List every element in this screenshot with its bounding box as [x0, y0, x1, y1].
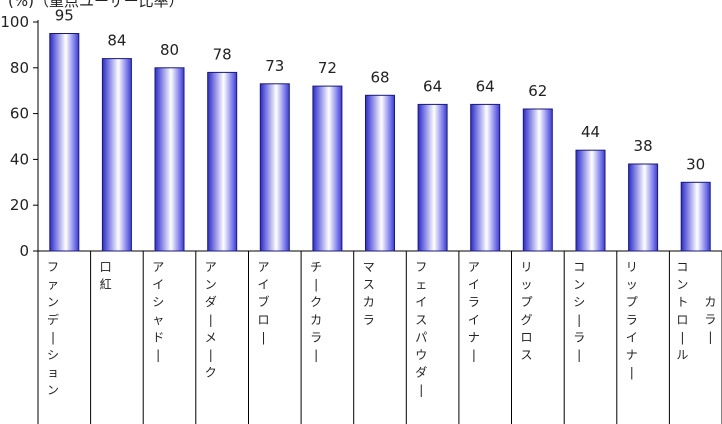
category-label: アイブロ|	[257, 260, 269, 344]
bar-series	[49, 33, 711, 252]
bar	[154, 67, 185, 252]
data-label: 72	[318, 59, 337, 77]
bar	[101, 58, 132, 252]
bar	[417, 103, 448, 252]
data-label: 80	[160, 41, 179, 59]
bar	[365, 94, 395, 252]
y-tick-label: 60	[10, 105, 29, 123]
category-label: フェイスパウダ|	[415, 260, 427, 397]
bar	[680, 181, 711, 252]
y-axis-tick-labels: 0 20 40 60 80 100	[0, 13, 29, 260]
data-labels: 95 84 80 78 73 72 68 64 64 62 44 38 30	[55, 7, 705, 174]
bar	[522, 108, 553, 252]
category-label: リップライナ|	[626, 260, 638, 380]
data-label: 68	[370, 68, 389, 86]
category-table: ファンデ|ション 口紅 アイシャド| アンダ|メ|ク アイブロ| チ|クカラ| マスカラ フェ…	[37, 251, 722, 424]
category-label: カラ|	[704, 295, 716, 344]
bar	[259, 83, 290, 252]
data-label: 78	[213, 45, 232, 63]
data-label: 84	[107, 32, 126, 50]
data-label: 30	[686, 155, 705, 173]
category-label: マスカラ	[363, 260, 375, 327]
data-label: 62	[528, 82, 547, 100]
bar	[49, 33, 80, 252]
data-label: 64	[423, 77, 442, 95]
category-label: アンダ|メ|ク	[205, 260, 217, 380]
bar	[207, 71, 238, 252]
category-label: チ|クカラ|	[310, 260, 322, 362]
category-label: アイライナ|	[468, 260, 480, 362]
y-tick-label: 20	[10, 196, 29, 214]
bar	[312, 85, 343, 252]
y-tick-label: 100	[0, 13, 29, 31]
bar	[628, 163, 659, 252]
y-tick-label: 0	[19, 242, 29, 260]
data-label: 38	[634, 137, 653, 155]
y-tick-label: 80	[10, 59, 29, 77]
category-label: アイシャド|	[152, 260, 164, 362]
category-label: コンシ|ラ|	[573, 260, 585, 362]
bar	[575, 149, 606, 252]
category-label: コントロ|ル	[676, 260, 688, 362]
category-label: ファンデ|ション	[47, 260, 59, 397]
data-label: 64	[476, 77, 495, 95]
y-tick-label: 40	[10, 150, 29, 168]
data-label: 73	[265, 57, 284, 75]
data-label: 95	[55, 7, 74, 25]
chart-top-label: (%)（重点ユーザー比率）	[8, 0, 184, 10]
bar	[470, 103, 501, 252]
category-label: リップグロス	[520, 260, 532, 362]
data-label: 44	[581, 123, 600, 141]
category-label: 口紅	[100, 260, 112, 292]
